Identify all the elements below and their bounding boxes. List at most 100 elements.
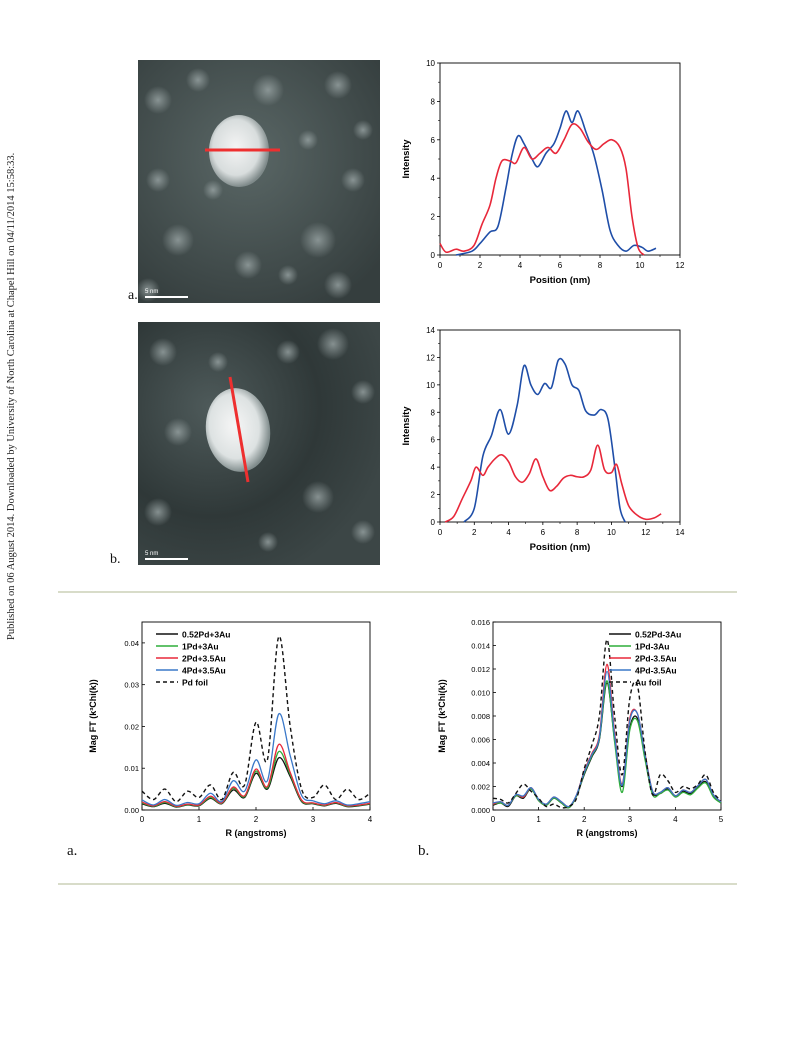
y-tick-label: 0.00	[124, 806, 139, 815]
y-axis-label: Intensity	[401, 139, 412, 179]
intensity-profile-chart-a: 0 2 4 6 8 10 12 0 2 4 6 8 10 Position (nm) Intensity	[401, 59, 685, 286]
x-tick-label: 5	[719, 815, 724, 824]
x-tick-label: 2	[254, 815, 259, 824]
scale-bar-label: 5 nm	[145, 551, 158, 557]
series-line-5	[141, 635, 371, 803]
y-tick-label: 8	[431, 408, 436, 417]
y-tick-label: 12	[426, 353, 435, 362]
download-notice-text: Published on 06 August 2014. Downloaded …	[6, 152, 17, 640]
x-axis-label: Position (nm)	[530, 275, 591, 286]
legend-label-4: 4Pd+3.5Au	[182, 666, 226, 676]
y-tick-label: 10	[426, 59, 435, 68]
series-line-4	[141, 713, 371, 807]
x-tick-label: 4	[506, 528, 511, 537]
y-tick-label: 6	[431, 136, 436, 145]
line-profile-marker	[228, 376, 250, 483]
y-tick-label: 0.000	[471, 806, 490, 815]
y-tick-label: 0.02	[124, 722, 139, 731]
x-tick-label: 10	[636, 261, 645, 270]
scale-bar-label: 5 nm	[145, 289, 158, 295]
legend-label-3: 2Pd-3.5Au	[635, 654, 677, 664]
y-tick-label: 0.004	[471, 759, 490, 768]
x-tick-label: 4	[368, 815, 373, 824]
y-tick-label: 6	[431, 436, 436, 445]
series-line-5	[492, 638, 722, 809]
stem-image-b: 5 nm	[138, 322, 380, 565]
y-tick-label: 14	[426, 326, 435, 335]
legend-label-2: 1Pd+3Au	[182, 642, 219, 652]
y-tick-label: 8	[431, 97, 436, 106]
y-tick-label: 0.04	[124, 639, 139, 648]
x-tick-label: 8	[575, 528, 580, 537]
x-tick-label: 2	[582, 815, 587, 824]
y-tick-label: 0.016	[471, 618, 490, 627]
x-tick-label: 12	[676, 261, 685, 270]
legend-label-3: 2Pd+3.5Au	[182, 654, 226, 664]
legend-label-4: 4Pd-3.5Au	[635, 666, 677, 676]
y-tick-label: 0.014	[471, 642, 490, 651]
series-line-2	[492, 680, 722, 809]
x-tick-label: 6	[558, 261, 563, 270]
x-tick-label: 0	[438, 528, 443, 537]
x-tick-label: 4	[673, 815, 678, 824]
panel-label-b-bottom: b.	[418, 843, 430, 859]
legend-label-5: Pd foil	[182, 678, 208, 688]
legend-label-5: Au foil	[635, 678, 661, 688]
download-notice: Published on 06 August 2014. Downloaded …	[6, 0, 20, 1039]
plot-frame	[492, 621, 722, 811]
series-line-2	[439, 123, 645, 256]
x-tick-label: 2	[472, 528, 477, 537]
series-line-4	[492, 670, 722, 808]
ft-exafs-chart-a: 0 1 2 3 4 0.00 0.01 0.02 0.03 0.04 R (angstroms) Ma…	[88, 621, 373, 838]
plot-frame	[439, 62, 681, 256]
panel-label-a-bottom: a.	[67, 843, 78, 859]
x-tick-label: 2	[478, 261, 483, 270]
legend-label-1: 0.52Pd-3Au	[635, 630, 681, 640]
y-tick-label: 4	[431, 463, 436, 472]
y-tick-label: 0.03	[124, 681, 139, 690]
x-axis-label: R (angstroms)	[225, 828, 286, 838]
series-line-2	[444, 444, 662, 523]
plot-frame	[141, 621, 371, 811]
y-axis-label: Mag FT (k³Chi(k))	[88, 679, 98, 753]
y-tick-label: 0.008	[471, 712, 490, 721]
stem-image-a: 5 nm	[138, 60, 380, 303]
y-tick-label: 2	[431, 491, 436, 500]
y-tick-label: 0.010	[471, 689, 490, 698]
legend-label-1: 0.52Pd+3Au	[182, 630, 230, 640]
x-tick-label: 4	[518, 261, 523, 270]
x-tick-label: 12	[641, 528, 650, 537]
x-tick-label: 14	[676, 528, 685, 537]
divider-top	[58, 591, 737, 593]
series-line-1	[492, 682, 722, 809]
y-tick-label: 4	[431, 174, 436, 183]
y-axis-label: Mag FT (k³Chi(k))	[437, 679, 447, 753]
x-tick-label: 10	[607, 528, 616, 537]
legend-label-2: 1Pd-3Au	[635, 642, 669, 652]
x-axis-label: R (angstroms)	[576, 828, 637, 838]
ft-exafs-chart-b: 0 1 2 3 4 5 0.000 0.002 0.004 0.006 0.008 0.010 0.01…	[437, 618, 724, 838]
series-line-1	[455, 110, 657, 256]
x-tick-label: 0	[438, 261, 443, 270]
x-tick-label: 1	[197, 815, 202, 824]
y-tick-label: 0.01	[124, 764, 139, 773]
x-tick-label: 3	[311, 815, 316, 824]
x-tick-label: 1	[536, 815, 541, 824]
series-line-3	[492, 663, 722, 808]
intensity-profile-chart-b: 0 2 4 6 8 10 12 14 0 2 4 6 8 10 12 14 Position (nm) Inten…	[401, 326, 685, 553]
x-axis-label: Position (nm)	[530, 542, 591, 553]
panel-label-a-top: a.	[128, 288, 138, 303]
y-tick-label: 0	[431, 518, 436, 527]
y-tick-label: 0.012	[471, 665, 490, 674]
y-tick-label: 0.006	[471, 736, 490, 745]
x-tick-label: 6	[541, 528, 546, 537]
series-line-3	[141, 743, 371, 807]
x-tick-label: 3	[628, 815, 633, 824]
y-tick-label: 10	[426, 381, 435, 390]
divider-bottom	[58, 883, 737, 885]
series-line-1	[463, 357, 626, 523]
y-tick-label: 0.002	[471, 783, 490, 792]
panel-label-b-top: b.	[110, 552, 121, 567]
y-axis-label: Intensity	[401, 406, 412, 446]
y-tick-label: 0	[431, 251, 436, 260]
